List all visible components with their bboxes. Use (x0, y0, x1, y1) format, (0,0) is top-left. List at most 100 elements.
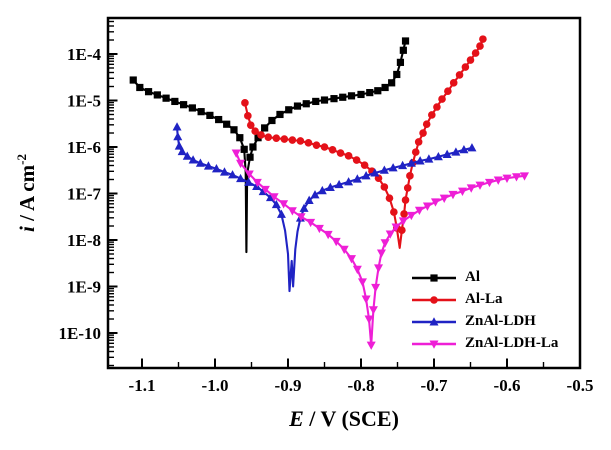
series-marker-ZnAl-LDH (398, 160, 408, 170)
series-marker-Al-La (471, 49, 480, 57)
series-marker-ZnAl-LDH (304, 195, 314, 204)
x-tick-label: -0.8 (348, 376, 375, 395)
series-marker-Al-La (336, 149, 345, 157)
series-marker-Al (393, 70, 401, 79)
series-marker-ZnAl-LDH-La (448, 190, 458, 200)
series-marker-Al (188, 104, 196, 112)
x-axis-title: E / V (SCE) (194, 406, 494, 432)
series-marker-ZnAl-LDH-La (520, 172, 530, 181)
y-tick-label: 1E-5 (67, 92, 101, 111)
series-marker-ZnAl-LDH (459, 144, 469, 154)
series-marker-ZnAl-LDH-La (385, 230, 395, 239)
series-marker-ZnAl-LDH-La (484, 178, 494, 188)
series-marker-Al-La (398, 226, 406, 235)
legend-key-triangle-down-icon (412, 340, 456, 349)
x-tick-label: -0.5 (567, 376, 594, 395)
series-marker-ZnAl-LDH-La (347, 255, 357, 264)
series-marker-ZnAl-LDH (352, 174, 362, 183)
series-marker-ZnAl-LDH (173, 131, 183, 141)
series-marker-ZnAl-LDH-La (374, 264, 384, 273)
series-marker-Al-La (414, 138, 423, 146)
series-marker-ZnAl-LDH (415, 156, 425, 165)
series-marker-Al (330, 95, 338, 103)
series-marker-ZnAl-LDH-La (430, 198, 440, 207)
series-marker-ZnAl-LDH-La (502, 174, 512, 183)
series-marker-Al (268, 116, 276, 125)
series-marker-Al-La (419, 129, 427, 137)
series-marker-Al-La (320, 143, 329, 151)
series-marker-ZnAl-LDH (174, 141, 184, 150)
series-marker-ZnAl-LDH-La (380, 239, 390, 248)
series-marker-ZnAl-LDH-La (371, 283, 381, 293)
legend-label: ZnAl-LDH (465, 313, 536, 329)
y-axis-symbol: i (15, 226, 39, 232)
series-marker-Al-La (257, 131, 265, 139)
plot-border (106, 16, 582, 370)
y-tick-label: 1E-9 (67, 278, 101, 297)
series-marker-Al (293, 102, 302, 110)
series-marker-ZnAl-LDH (203, 161, 213, 170)
series-marker-ZnAl-LDH-La (457, 187, 467, 196)
y-tick-label: 1E-6 (67, 138, 101, 157)
legend-marker (430, 295, 438, 304)
series-marker-ZnAl-LDH-La (406, 211, 416, 221)
series-marker-Al-La (400, 210, 408, 218)
series-marker-ZnAl-LDH-La (231, 149, 241, 158)
series-marker-Al (366, 88, 374, 97)
series-marker-ZnAl-LDH (276, 209, 286, 218)
series-marker-ZnAl-LDH-La (376, 249, 386, 258)
series-marker-Al (312, 97, 320, 106)
series-marker-ZnAl-LDH (388, 163, 398, 172)
series-line-Al-La (243, 38, 484, 249)
series-marker-ZnAl-LDH-La (296, 213, 306, 222)
y-axis-exponent: -2 (14, 154, 29, 165)
series-marker-ZnAl-LDH (406, 158, 416, 167)
series-marker-Al-La (476, 42, 484, 50)
series-marker-ZnAl-LDH (433, 151, 443, 161)
y-tick-label: 1E-10 (59, 324, 102, 343)
series-marker-Al-La (401, 196, 410, 204)
series-marker-ZnAl-LDH-La (323, 230, 333, 240)
series-marker-Al (230, 126, 238, 134)
series-marker-ZnAl-LDH-La (511, 173, 521, 182)
series-marker-Al-La (272, 134, 281, 142)
series-marker-Al (236, 134, 244, 142)
series-marker-Al-La (433, 103, 441, 111)
series-marker-Al-La (360, 161, 369, 169)
legend-marker (429, 340, 439, 349)
series-marker-Al (144, 88, 153, 96)
series-marker-Al-La (380, 183, 389, 191)
series-marker-Al (129, 76, 137, 84)
series-line-ZnAl-LDH (175, 125, 474, 293)
legend: Al Al-La ZnAl-LDH ZnAl-LDH-La (411, 268, 558, 353)
series-marker-ZnAl-LDH (325, 182, 335, 191)
y-axis-title: i / A cm-2 (5, 43, 39, 343)
series-marker-ZnAl-LDH-La (236, 159, 246, 169)
series-marker-ZnAl-LDH (271, 199, 281, 209)
series-marker-Al (320, 96, 329, 104)
series-marker-Al (254, 134, 262, 142)
series-marker-Al (396, 58, 405, 66)
series-marker-Al-La (411, 148, 420, 156)
series-marker-ZnAl-LDH (188, 155, 198, 164)
series-marker-ZnAl-LDH-La (366, 341, 376, 350)
x-tick-label: -1.1 (129, 376, 156, 395)
series-marker-Al-La (244, 112, 252, 120)
series-marker-Al (153, 91, 161, 99)
legend-label: Al (465, 269, 480, 285)
series-marker-ZnAl-LDH (379, 165, 389, 174)
y-tick-label: 1E-4 (67, 45, 102, 64)
legend-item-Al-La: Al-La (411, 290, 558, 309)
series-line-Al (132, 39, 407, 254)
series-marker-Al (197, 108, 205, 116)
series-marker-ZnAl-LDH-La (260, 185, 270, 195)
series-marker-ZnAl-LDH (244, 177, 254, 186)
series-marker-ZnAl-LDH (467, 143, 477, 152)
legend-label: ZnAl-LDH-La (465, 335, 559, 351)
series-marker-ZnAl-LDH-La (439, 194, 449, 203)
series-marker-ZnAl-LDH-La (414, 206, 424, 216)
series-marker-Al-La (455, 71, 464, 79)
x-tick-label: -0.9 (275, 376, 302, 395)
series-marker-Al-La (461, 63, 470, 71)
